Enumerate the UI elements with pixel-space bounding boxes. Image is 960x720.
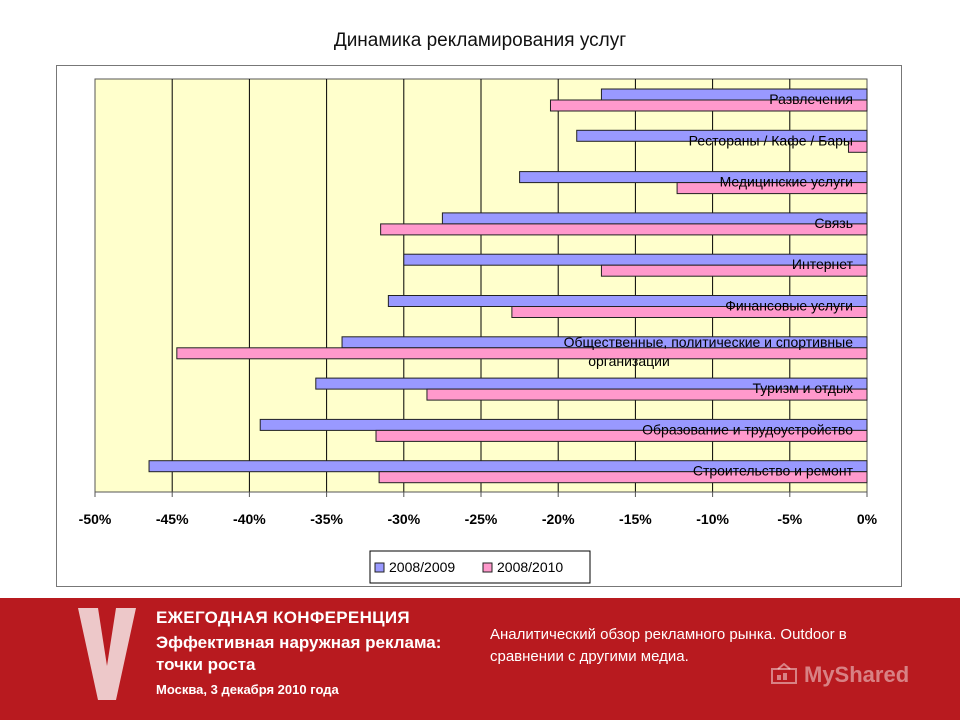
watermark: MyShared xyxy=(770,662,909,688)
x-tick-label: -35% xyxy=(310,511,343,527)
category-label: Туризм и отдых xyxy=(752,380,853,396)
conference-name: ЕЖЕГОДНАЯ КОНФЕРЕНЦИЯ xyxy=(156,608,410,627)
footer-note: Аналитический обзор рекламного рынка. Ou… xyxy=(490,626,847,665)
category-label: Медицинские услуги xyxy=(720,174,853,190)
bar xyxy=(378,471,868,484)
footer-banner xyxy=(0,598,960,720)
legend-box xyxy=(369,550,591,584)
bar xyxy=(549,99,868,112)
bar-chart: Развлечения Рестораны / Кафе / Бары Медици… xyxy=(79,78,878,584)
x-tick-label: -15% xyxy=(619,511,652,527)
bar xyxy=(600,264,868,277)
bar xyxy=(441,212,868,225)
presentation-icon xyxy=(771,663,797,684)
x-tick-label: -25% xyxy=(465,511,498,527)
x-tick-label: -10% xyxy=(696,511,729,527)
category-label: Строительство и ремонт xyxy=(693,463,854,479)
x-tick-label: -45% xyxy=(156,511,189,527)
conference-logo-v xyxy=(78,608,136,700)
x-tick-label: -30% xyxy=(387,511,420,527)
slide-title: Динамика рекламирования услуг xyxy=(333,30,627,51)
legend-swatch xyxy=(482,562,493,573)
x-tick-label: -5% xyxy=(777,511,802,527)
x-tick-label: -20% xyxy=(542,511,575,527)
category-label: Образование и трудоустройство xyxy=(642,421,853,437)
category-label: Развлечения xyxy=(769,91,853,107)
category-label: Финансовые услуги xyxy=(725,298,853,314)
bar xyxy=(375,429,868,442)
legend-swatch xyxy=(374,562,385,573)
bar xyxy=(847,140,868,153)
category-label: Связь xyxy=(814,215,853,231)
bar xyxy=(511,306,868,318)
category-label: организации xyxy=(588,353,670,369)
x-tick-label: -50% xyxy=(79,511,112,527)
conference-subtitle: Эффективная наружная реклама: точки рост… xyxy=(156,633,442,674)
category-label: Рестораны / Кафе / Бары xyxy=(689,132,853,148)
chart-frame: Развлечения Рестораны / Кафе / Бары Медици… xyxy=(56,65,902,587)
x-tick-label: -40% xyxy=(233,511,266,527)
category-label: Интернет xyxy=(792,256,854,272)
bar xyxy=(380,223,868,236)
bar xyxy=(676,182,868,195)
bar xyxy=(576,129,868,142)
legend-label: 2008/2009 xyxy=(389,559,455,575)
category-label: Общественные, политические и спортивные xyxy=(564,334,854,350)
watermark-text: MyShared xyxy=(804,662,910,687)
conference-date: Москва, 3 декабря 2010 года xyxy=(156,682,339,697)
bar xyxy=(426,388,868,401)
bar xyxy=(176,347,868,360)
legend-label: 2008/2010 xyxy=(497,559,563,575)
x-tick-label: 0% xyxy=(857,511,878,527)
